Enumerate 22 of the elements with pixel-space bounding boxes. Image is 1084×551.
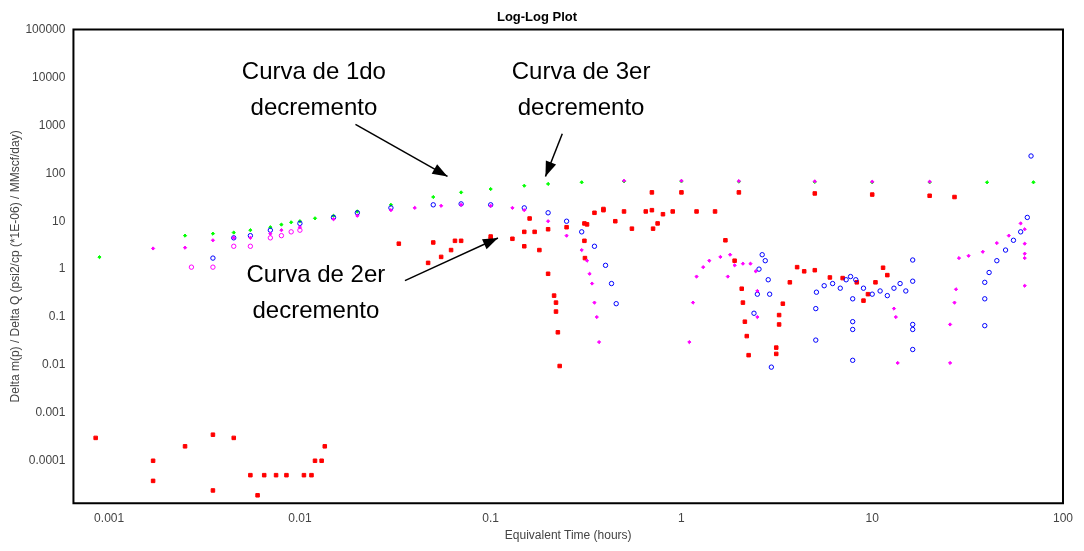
x-axis-title: Equivalent Time (hours) bbox=[504, 528, 632, 543]
x-tick-label: 0.1 bbox=[482, 510, 500, 525]
y-tick-label: 1 bbox=[58, 261, 66, 276]
y-tick-label: 1000 bbox=[38, 117, 66, 132]
x-tick-label: 10 bbox=[865, 510, 880, 525]
annotation: Curva de 3er decremento bbox=[511, 56, 651, 120]
chart-title: Log-Log Plot bbox=[496, 9, 578, 25]
y-axis-title: Delta m(p) / Delta Q (psi2/cp (*1E-06) / MMscf/day) bbox=[7, 130, 22, 403]
x-tick-label: 0.001 bbox=[94, 510, 125, 525]
y-tick-label: 0.1 bbox=[48, 309, 66, 324]
y-tick-label: 0.01 bbox=[42, 357, 66, 372]
x-tick-label: 1 bbox=[678, 510, 686, 525]
y-tick-label: 10 bbox=[52, 213, 66, 228]
x-tick-label: 100 bbox=[1052, 510, 1074, 525]
y-tick-label: 0.0001 bbox=[28, 453, 66, 468]
x-tick-label: 0.01 bbox=[288, 510, 312, 525]
annotation: Curva de 1do decremento bbox=[241, 56, 386, 120]
y-tick-label: 100000 bbox=[25, 21, 66, 36]
y-tick-label: 10000 bbox=[32, 69, 66, 84]
y-tick-label: 0.001 bbox=[35, 405, 66, 420]
annotation: Curva de 2er decremento bbox=[246, 260, 386, 324]
y-tick-label: 100 bbox=[45, 165, 66, 180]
